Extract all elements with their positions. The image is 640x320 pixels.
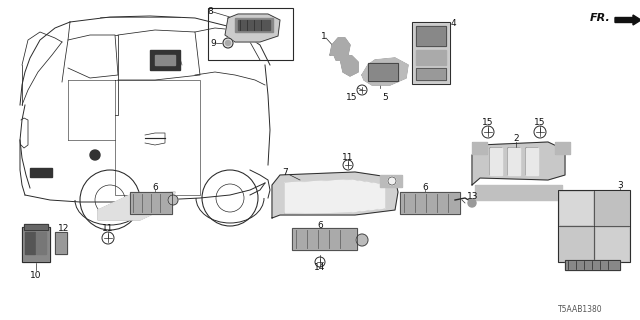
Bar — [558, 190, 630, 262]
Text: 11: 11 — [102, 223, 114, 233]
Polygon shape — [330, 38, 350, 60]
Bar — [565, 260, 620, 270]
Polygon shape — [472, 142, 565, 185]
Bar — [400, 192, 460, 214]
Bar — [565, 260, 620, 270]
Circle shape — [168, 195, 178, 205]
Bar — [416, 26, 446, 46]
Text: 11: 11 — [342, 153, 354, 162]
Bar — [24, 224, 48, 230]
Bar — [238, 20, 270, 30]
Text: 7: 7 — [282, 167, 288, 177]
Circle shape — [90, 150, 100, 160]
Bar — [22, 227, 50, 262]
Bar — [25, 232, 35, 254]
Bar — [416, 68, 446, 80]
Bar — [150, 50, 180, 70]
Bar — [235, 18, 273, 32]
Text: 15: 15 — [346, 92, 358, 101]
Bar — [472, 142, 487, 154]
Text: 1: 1 — [321, 31, 327, 41]
Text: 12: 12 — [58, 223, 70, 233]
Bar — [412, 22, 450, 84]
Polygon shape — [490, 148, 502, 175]
Circle shape — [388, 177, 396, 185]
Polygon shape — [362, 58, 408, 85]
Text: 15: 15 — [534, 117, 546, 126]
Bar — [55, 232, 67, 254]
Text: 6: 6 — [422, 182, 428, 191]
Bar — [30, 168, 52, 177]
Text: 4: 4 — [450, 19, 456, 28]
Text: 5: 5 — [382, 92, 388, 101]
Bar — [416, 26, 446, 46]
Text: FR.: FR. — [590, 13, 611, 23]
Text: 9: 9 — [210, 38, 216, 47]
Bar — [560, 228, 592, 260]
Circle shape — [356, 234, 368, 246]
Polygon shape — [340, 55, 358, 76]
Polygon shape — [98, 192, 175, 220]
Bar — [155, 55, 175, 65]
Circle shape — [468, 199, 476, 207]
Text: 6: 6 — [317, 220, 323, 229]
Text: 8: 8 — [207, 6, 213, 15]
Bar — [24, 224, 48, 230]
Bar — [596, 192, 628, 224]
Bar — [555, 142, 570, 154]
Bar — [400, 192, 460, 214]
Text: 15: 15 — [483, 117, 493, 126]
Bar — [380, 175, 402, 187]
Bar — [130, 192, 172, 214]
Bar — [292, 228, 357, 250]
Polygon shape — [508, 148, 520, 175]
Bar — [368, 63, 398, 81]
Bar — [368, 63, 398, 81]
Bar — [560, 192, 592, 224]
Polygon shape — [285, 180, 385, 213]
Bar — [416, 68, 446, 80]
Bar — [558, 190, 630, 262]
Polygon shape — [526, 148, 538, 175]
Bar — [55, 232, 67, 254]
Bar — [22, 227, 50, 262]
Bar — [292, 228, 357, 250]
Text: 13: 13 — [467, 191, 479, 201]
Circle shape — [223, 38, 233, 48]
FancyArrow shape — [615, 15, 640, 25]
Bar — [416, 50, 446, 65]
Text: T5AAB1380: T5AAB1380 — [557, 306, 602, 315]
Polygon shape — [475, 185, 562, 200]
Text: 6: 6 — [152, 182, 158, 191]
Bar — [130, 192, 172, 214]
Text: 14: 14 — [314, 263, 326, 273]
Polygon shape — [272, 172, 398, 218]
Bar — [596, 228, 628, 260]
Polygon shape — [225, 14, 280, 42]
Circle shape — [225, 41, 230, 45]
Text: 3: 3 — [617, 180, 623, 189]
Text: 2: 2 — [513, 133, 519, 142]
Bar — [208, 8, 293, 60]
Bar — [36, 232, 46, 254]
Text: 10: 10 — [30, 270, 42, 279]
Bar — [412, 22, 450, 84]
